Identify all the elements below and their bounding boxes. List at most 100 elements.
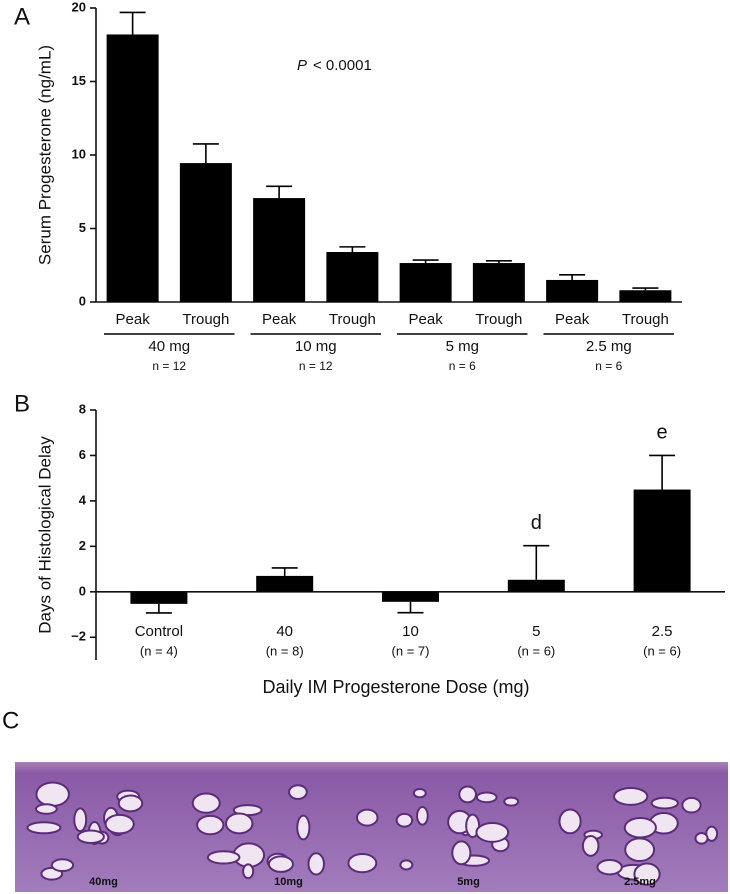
y-tick-label: −2 — [71, 629, 86, 644]
gland — [650, 796, 679, 810]
bar-annotation: e — [657, 422, 668, 444]
bar — [633, 489, 691, 592]
x-tick-sublabel: (n = 6) — [517, 643, 555, 658]
gland — [73, 807, 88, 833]
bar-annotation: d — [531, 512, 542, 534]
x-tick-sublabel: (n = 4) — [140, 643, 178, 658]
gland — [399, 859, 414, 871]
gland — [475, 821, 510, 843]
image-label: 10mg — [274, 876, 303, 888]
gland — [558, 808, 582, 835]
surface — [15, 752, 192, 762]
gland — [26, 821, 62, 835]
y-tick-label: 20 — [72, 0, 86, 14]
gland — [206, 850, 241, 865]
error-bar — [192, 143, 219, 164]
annotation: < 0.0001 — [313, 57, 372, 74]
gland — [35, 781, 70, 808]
error-bar — [271, 567, 298, 576]
gland — [633, 862, 661, 886]
group-n: n = 6 — [449, 359, 476, 373]
y-tick-label: 4 — [79, 492, 87, 507]
error-bar — [485, 260, 512, 264]
gland — [117, 794, 144, 813]
error-bar — [523, 544, 550, 580]
gland — [475, 791, 498, 804]
panel-label: B — [14, 390, 30, 417]
image-label: 5mg — [457, 876, 480, 888]
error-bar — [559, 274, 586, 280]
x-tick-label: 40 — [276, 623, 293, 640]
gland — [624, 837, 656, 863]
x-tick-label: 5 — [532, 623, 540, 640]
group-label: 10 mg — [295, 338, 337, 355]
y-tick-label: 0 — [79, 583, 86, 598]
bar — [546, 279, 599, 302]
x-tick-label: Trough — [182, 311, 229, 328]
x-tick-label: 10 — [402, 623, 419, 640]
bar — [256, 575, 314, 592]
y-tick-label: 2 — [79, 538, 86, 553]
bar — [130, 591, 188, 604]
surface — [552, 752, 728, 762]
group-label: 40 mg — [148, 338, 190, 355]
surface — [385, 752, 552, 762]
error-bar — [412, 259, 439, 264]
x-tick-label: Trough — [622, 311, 669, 328]
x-tick-label: Control — [135, 623, 183, 640]
gland — [503, 796, 520, 807]
group-label: 2.5 mg — [586, 338, 632, 355]
error-bar — [266, 185, 293, 199]
bar — [326, 252, 379, 302]
gland — [347, 853, 378, 874]
y-axis-label: Serum Progesterone (ng/mL) — [35, 45, 54, 265]
bar — [399, 263, 452, 302]
x-tick-label: Peak — [116, 311, 151, 328]
error-bar — [119, 11, 146, 35]
gland — [681, 796, 702, 814]
x-tick-label: Peak — [262, 311, 297, 328]
error-bar — [649, 454, 676, 490]
x-tick-sublabel: (n = 8) — [266, 643, 304, 658]
y-tick-label: 8 — [79, 401, 86, 416]
group-n: n = 6 — [595, 359, 622, 373]
x-axis-label: Daily IM Progesterone Dose (mg) — [262, 677, 529, 697]
gland — [355, 808, 379, 827]
x-tick-label: Trough — [475, 311, 522, 328]
image-label: 40mg — [89, 876, 118, 888]
x-tick-sublabel: (n = 7) — [392, 643, 430, 658]
y-tick-label: 0 — [79, 293, 86, 308]
gland — [242, 863, 255, 880]
gland — [613, 786, 649, 806]
y-tick-label: 10 — [72, 146, 86, 161]
bar — [253, 198, 306, 302]
bar — [106, 34, 159, 303]
image-label: 2.5mg — [624, 876, 656, 888]
x-tick-label: 2.5 — [652, 623, 673, 640]
annotation-italic: P — [297, 57, 307, 74]
gland — [288, 784, 308, 800]
y-axis-label: Days of Histological Delay — [35, 436, 54, 634]
y-tick-label: 15 — [72, 73, 86, 88]
histology-panel: C 40mg 10mg 5mg 2.5mg — [2, 707, 728, 892]
gland — [395, 812, 414, 828]
gland — [50, 858, 75, 873]
error-bar — [397, 601, 424, 614]
gland — [34, 803, 58, 815]
bar — [179, 163, 232, 302]
gland — [307, 852, 325, 876]
gland — [267, 855, 294, 873]
x-tick-label: Peak — [555, 311, 590, 328]
error-bar — [632, 287, 659, 291]
gland — [191, 792, 221, 814]
gland — [596, 858, 623, 876]
bar — [507, 579, 565, 592]
gland — [451, 840, 472, 866]
gland — [76, 829, 105, 845]
bar — [619, 290, 672, 302]
panel-label: A — [14, 3, 30, 30]
panel-label: C — [2, 707, 19, 734]
gland — [224, 812, 254, 835]
x-tick-sublabel: (n = 6) — [643, 643, 681, 658]
